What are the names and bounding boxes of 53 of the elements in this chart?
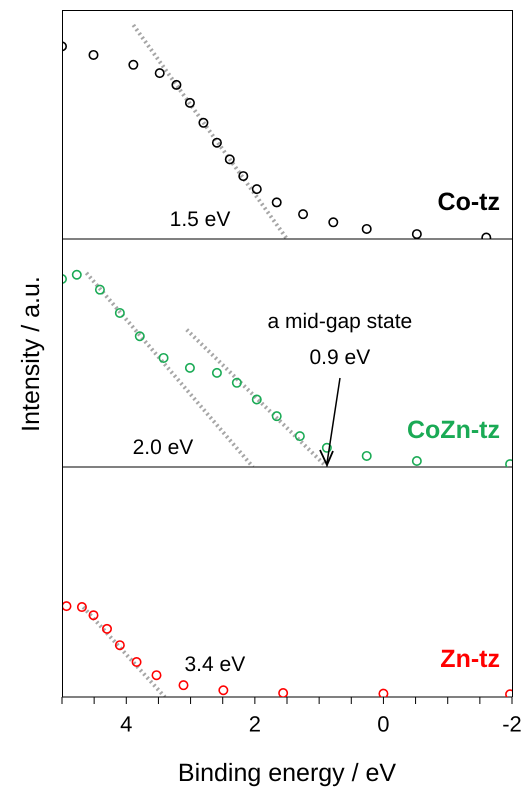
annotation: 3.4 eV [183,652,246,676]
point [88,610,98,620]
point [184,362,195,373]
point [114,640,125,650]
point [152,670,162,680]
point [252,394,262,404]
x-tick-label: 4 [120,712,132,737]
point [378,688,388,697]
point [272,197,282,208]
y-axis-title: Intensity / a.u. [17,275,46,434]
point [362,224,372,234]
point [171,80,182,90]
point [412,229,422,239]
annotation: 1.5 eV [168,207,232,231]
point [362,450,372,461]
point [88,50,98,60]
point [272,411,282,422]
series-label: Zn-tz [440,645,500,674]
point [62,601,72,612]
point [224,154,235,164]
point [238,171,248,182]
point [132,657,142,668]
x-tick-label: 2 [248,712,261,737]
point [102,624,112,634]
series-label: Co-tz [438,188,500,217]
x-tick-label: -2 [502,712,522,737]
point [212,138,222,148]
x-axis-title: Binding energy / eV [178,759,396,787]
point [412,456,422,466]
point [134,331,145,342]
point [154,68,165,78]
point [212,368,222,378]
series-label: CoZn-tz [406,416,500,445]
point [198,118,208,128]
annotation: 2.0 eV [132,435,194,459]
annotation: a mid-gap state 0.9 eV [266,309,414,371]
point [298,209,308,220]
point [252,184,262,194]
x-tick-label: 0 [377,712,390,737]
point [128,60,138,70]
point [158,352,169,363]
point [72,270,82,280]
point [94,284,105,295]
point [278,688,288,697]
point [328,217,338,228]
point [218,685,228,696]
point [76,602,87,612]
point [232,378,242,388]
point [184,98,195,108]
point [178,680,188,690]
point [114,308,125,318]
point [294,431,305,442]
point [322,442,332,453]
